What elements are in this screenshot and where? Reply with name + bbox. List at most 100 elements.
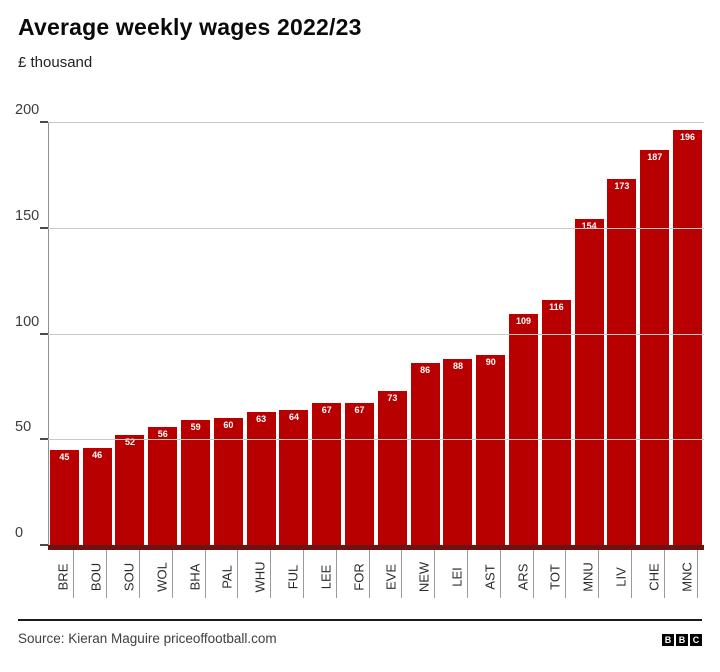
chart-header: Average weekly wages 2022/23 £ thousand (18, 14, 702, 71)
bar-value-label: 116 (549, 301, 564, 312)
x-cell: SOU (114, 550, 147, 608)
y-tick (40, 438, 48, 441)
x-tick-label: MNC (679, 562, 695, 592)
x-tick (630, 550, 632, 598)
gridline (48, 227, 704, 229)
x-tick (73, 550, 75, 598)
bar-CHE: 187 (640, 149, 670, 545)
bar-ARS: 109 (509, 314, 539, 545)
x-tick (401, 550, 403, 598)
bar-LEE: 67 (312, 403, 342, 545)
bar-LEI: 88 (443, 358, 473, 545)
x-tick (368, 550, 370, 598)
x-cell: WOL (146, 550, 179, 608)
x-tick-label: FUL (285, 564, 301, 590)
bar-NEW: 86 (410, 363, 440, 545)
bar-slot: 187 (638, 122, 671, 545)
bar-slot: 45 (48, 122, 81, 545)
bars: 45 46 52 56 59 60 63 64 67 67 73 86 88 90 109 116 154 173… (48, 122, 704, 545)
x-tick (270, 550, 272, 598)
chart-title: Average weekly wages 2022/23 (18, 14, 362, 40)
bar-value-label: 109 (516, 316, 532, 327)
x-cell: LIV (606, 550, 639, 608)
x-tick-label: BOU (88, 562, 104, 592)
bar-MNU: 154 (574, 219, 604, 545)
bar-value-label: 46 (92, 449, 103, 460)
x-cell: NEW (409, 550, 442, 608)
plot-area: 45 46 52 56 59 60 63 64 67 67 73 86 88 90 109 116 154 173… (48, 122, 704, 545)
y-tick-label: 200 (15, 102, 40, 118)
x-cell: BRE (48, 550, 81, 608)
x-tick (106, 550, 108, 598)
bar-SOU: 52 (115, 435, 145, 545)
bar-EVE: 73 (377, 390, 407, 545)
bar-AST: 90 (476, 354, 506, 545)
x-tick (532, 550, 534, 598)
x-tick-label: LIV (613, 567, 629, 587)
x-tick-label: CHE (646, 563, 662, 591)
bar-slot: 63 (245, 122, 278, 545)
bar-slot: 46 (81, 122, 114, 545)
x-cell: FUL (278, 550, 311, 608)
bar-value-label: 173 (614, 181, 630, 192)
y-tick (40, 332, 48, 335)
y-axis-line (48, 122, 49, 550)
bar-BHA: 59 (181, 420, 211, 545)
x-axis-baseline (48, 545, 704, 550)
x-cell: EVE (376, 550, 409, 608)
gridline (48, 122, 704, 123)
bar-value-label: 67 (354, 405, 365, 416)
x-cell: CHE (638, 550, 671, 608)
bar-TOT: 116 (541, 299, 571, 545)
bar-slot: 173 (606, 122, 639, 545)
bar-slot: 109 (507, 122, 540, 545)
x-tick (565, 550, 567, 598)
x-cell: ARS (507, 550, 540, 608)
bar-slot: 64 (278, 122, 311, 545)
x-tick-label: WHU (252, 561, 268, 593)
bar-LIV: 173 (607, 179, 637, 545)
bar-value-label: 60 (223, 420, 234, 431)
x-tick (598, 550, 600, 598)
bar-value-label: 56 (157, 428, 168, 439)
x-tick-label: BRE (55, 563, 71, 591)
x-cell: LEI (442, 550, 475, 608)
bar-value-label: 90 (485, 356, 496, 367)
x-cell: BOU (81, 550, 114, 608)
x-cell: AST (474, 550, 507, 608)
x-tick (499, 550, 501, 598)
x-cell: LEE (310, 550, 343, 608)
bar-value-label: 73 (387, 392, 398, 403)
bar-WOL: 56 (148, 426, 178, 545)
x-tick-label: LEI (449, 567, 465, 587)
bar-slot: 196 (671, 122, 704, 545)
x-tick-label: AST (482, 564, 498, 590)
source-credit: Source: Kieran Maguire priceoffootball.c… (18, 631, 277, 646)
x-tick (434, 550, 436, 598)
x-tick (204, 550, 206, 598)
x-tick-label: PAL (219, 565, 235, 589)
x-cell: TOT (540, 550, 573, 608)
chart-unit-label: £ thousand (18, 54, 93, 71)
y-tick (40, 121, 48, 123)
x-tick-label: SOU (121, 562, 137, 592)
bar-chart: 45 46 52 56 59 60 63 64 67 67 73 86 88 90 109 116 154 173… (0, 96, 720, 610)
bar-BRE: 45 (49, 449, 79, 545)
bar-slot: 116 (540, 122, 573, 545)
x-tick (696, 550, 698, 598)
bar-slot: 73 (376, 122, 409, 545)
x-tick (466, 550, 468, 598)
x-tick (237, 550, 239, 598)
bar-slot: 154 (573, 122, 606, 545)
x-tick (138, 550, 140, 598)
bbc-logo-block: B (676, 634, 688, 646)
bar-BOU: 46 (82, 447, 112, 545)
bar-slot: 67 (343, 122, 376, 545)
bar-slot: 59 (179, 122, 212, 545)
bar-FOR: 67 (345, 403, 375, 545)
x-tick-label: NEW (416, 561, 432, 593)
y-tick (40, 226, 48, 229)
bar-value-label: 88 (452, 360, 463, 371)
x-tick (171, 550, 173, 598)
